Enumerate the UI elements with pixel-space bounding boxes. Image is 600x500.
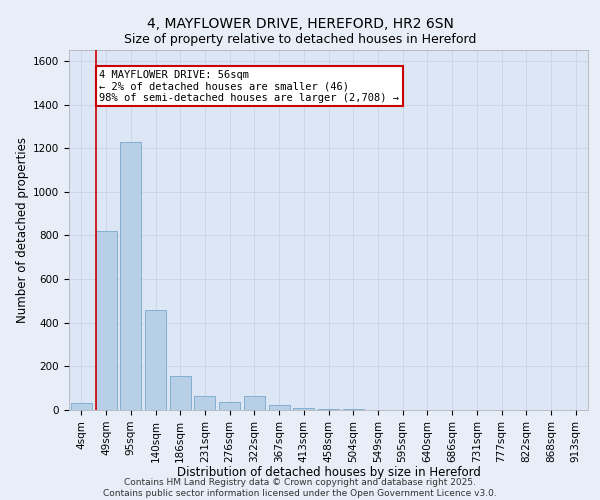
Text: 4, MAYFLOWER DRIVE, HEREFORD, HR2 6SN: 4, MAYFLOWER DRIVE, HEREFORD, HR2 6SN — [146, 18, 454, 32]
Bar — [95, 231, 116, 410]
Bar — [293, 408, 314, 410]
Bar — [194, 396, 215, 410]
Bar — [269, 405, 290, 410]
Bar — [120, 142, 141, 410]
Text: Size of property relative to detached houses in Hereford: Size of property relative to detached ho… — [124, 32, 476, 46]
Text: Contains HM Land Registry data © Crown copyright and database right 2025.
Contai: Contains HM Land Registry data © Crown c… — [103, 478, 497, 498]
Bar — [244, 396, 265, 410]
Bar — [318, 409, 339, 410]
Bar — [145, 310, 166, 410]
Y-axis label: Number of detached properties: Number of detached properties — [16, 137, 29, 323]
X-axis label: Distribution of detached houses by size in Hereford: Distribution of detached houses by size … — [176, 466, 481, 479]
Bar — [170, 376, 191, 410]
Bar — [71, 404, 92, 410]
Bar — [219, 402, 240, 410]
Text: 4 MAYFLOWER DRIVE: 56sqm
← 2% of detached houses are smaller (46)
98% of semi-de: 4 MAYFLOWER DRIVE: 56sqm ← 2% of detache… — [99, 70, 399, 103]
